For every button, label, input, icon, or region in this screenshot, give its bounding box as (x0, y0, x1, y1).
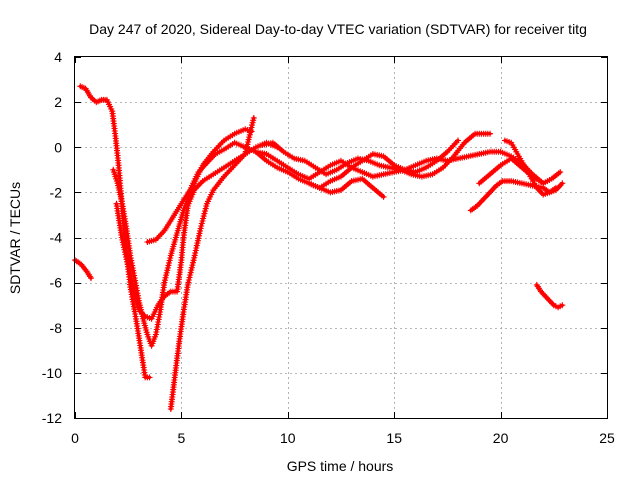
series-markers (167, 114, 257, 412)
data-series (72, 83, 566, 412)
y-tick-label: -2 (50, 184, 63, 200)
x-tick-label: 15 (386, 430, 402, 446)
y-tick-label: -10 (42, 365, 62, 381)
series-arc-13 (533, 281, 566, 311)
x-tick-label: 5 (178, 430, 186, 446)
series-markers (144, 139, 387, 245)
plot-frame (74, 56, 608, 419)
y-tick-label: 0 (54, 139, 62, 155)
y-tick-label: -8 (50, 320, 63, 336)
y-tick-label: -12 (42, 410, 62, 426)
x-tick-label: 0 (71, 430, 79, 446)
x-tick-label: 10 (280, 430, 296, 446)
axis-ticks (75, 57, 608, 419)
series-markers (533, 281, 566, 311)
series-arc-1 (72, 257, 94, 282)
y-axis-label: SDTVAR / TECUs (7, 182, 23, 294)
x-tick-label: 20 (493, 430, 509, 446)
y-tick-label: 4 (54, 49, 62, 65)
y-tick-labels: -12 -10 -8 -6 -4 -2 0 2 4 (42, 49, 62, 426)
series-markers (501, 137, 559, 198)
series-arc-12 (501, 137, 559, 198)
y-tick-label: -4 (50, 230, 63, 246)
chart-title: Day 247 of 2020, Sidereal Day-to-day VTE… (89, 21, 587, 37)
y-tick-label: 2 (54, 94, 62, 110)
x-tick-labels: 0 5 10 15 20 25 (71, 430, 615, 446)
x-tick-label: 25 (599, 430, 615, 446)
y-tick-label: -6 (50, 275, 63, 291)
series-arc-6 (167, 114, 257, 412)
x-axis-label: GPS time / hours (287, 458, 394, 474)
